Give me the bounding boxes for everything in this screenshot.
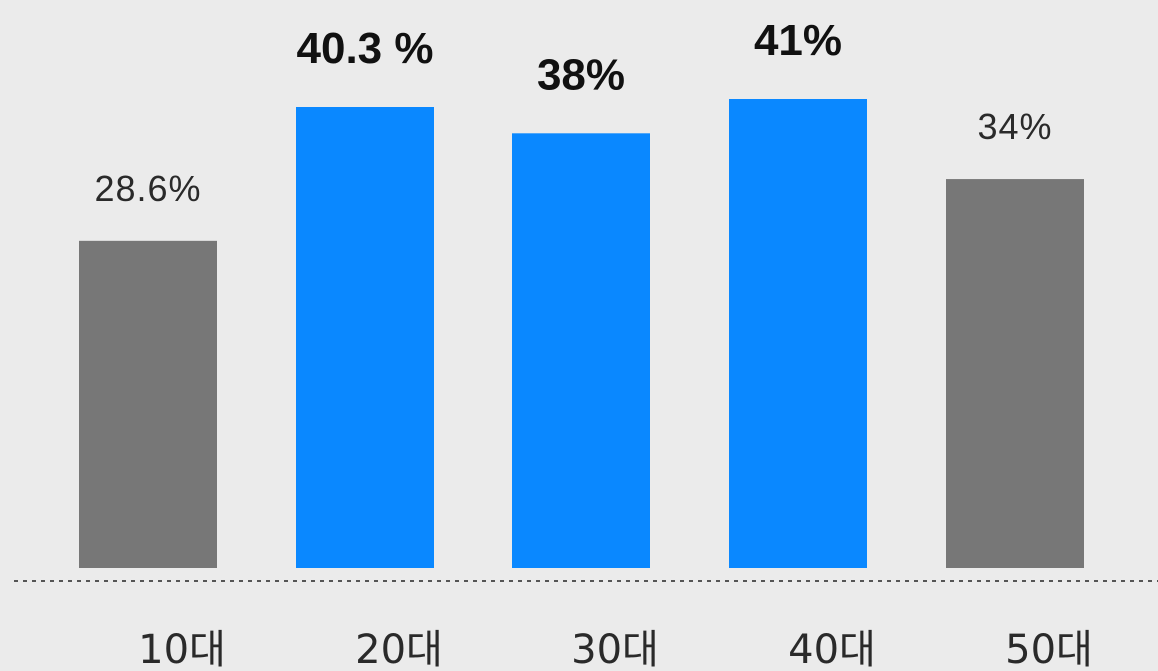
category-labels-group: 10대 20대 30대 40대 50대 xyxy=(138,627,1093,671)
bar-3 xyxy=(512,133,650,568)
category-label-1: 10대 xyxy=(138,627,226,671)
value-label-2: 40.3 % xyxy=(297,24,434,73)
bar-4 xyxy=(729,99,867,568)
category-label-3: 30대 xyxy=(571,627,659,671)
bar-1 xyxy=(79,240,217,568)
category-label-2: 20대 xyxy=(355,627,443,671)
value-label-5: 34% xyxy=(977,106,1052,147)
bar-5 xyxy=(946,179,1084,568)
value-label-3: 38% xyxy=(537,50,625,99)
category-label-4: 40대 xyxy=(788,627,876,671)
value-label-1: 28.6% xyxy=(94,168,201,209)
value-labels-group: 28.6% 40.3 % 38% 41% 34% xyxy=(94,16,1052,209)
bars-group xyxy=(79,99,1084,568)
category-label-5: 50대 xyxy=(1005,627,1093,671)
bar-2 xyxy=(296,107,434,568)
value-label-4: 41% xyxy=(754,16,842,65)
